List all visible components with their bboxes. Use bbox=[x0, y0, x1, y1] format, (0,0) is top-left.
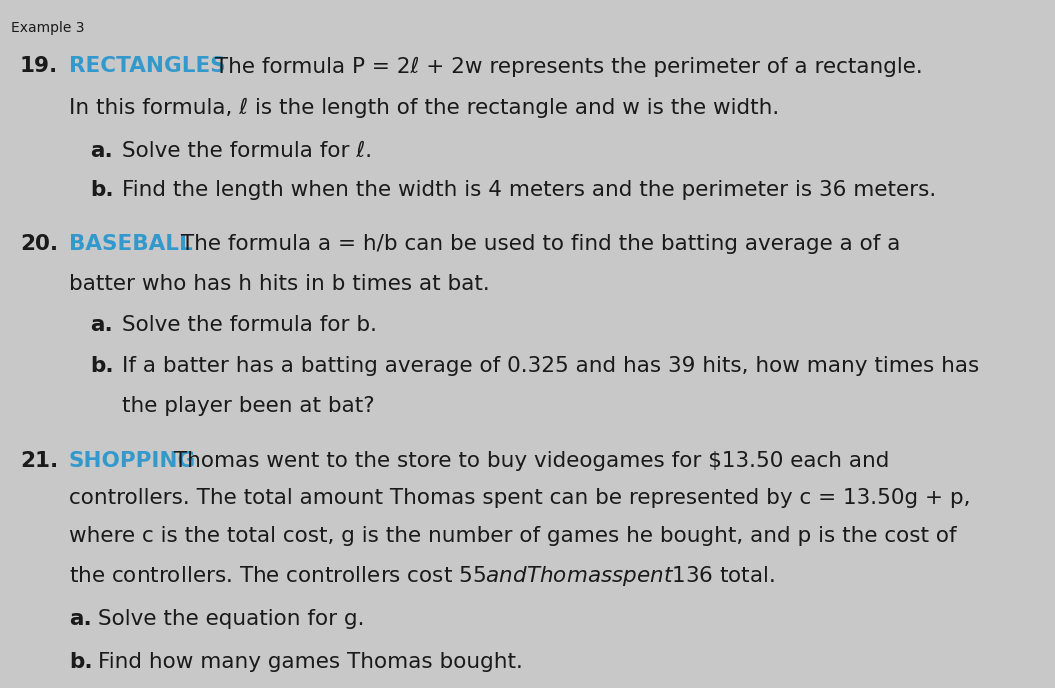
Text: BASEBALL: BASEBALL bbox=[69, 234, 192, 254]
Text: If a batter has a batting average of 0.325 and has 39 hits, how many times has: If a batter has a batting average of 0.3… bbox=[122, 356, 979, 376]
Text: b.: b. bbox=[91, 356, 114, 376]
Text: Find the length when the width is 4 meters and the perimeter is 36 meters.: Find the length when the width is 4 mete… bbox=[122, 180, 937, 200]
Text: b.: b. bbox=[91, 180, 114, 200]
Text: Thomas went to the store to buy videogames for $13.50 each and: Thomas went to the store to buy videogam… bbox=[168, 451, 889, 471]
Text: the player been at bat?: the player been at bat? bbox=[122, 396, 375, 416]
Text: The formula P = 2ℓ + 2w represents the perimeter of a rectangle.: The formula P = 2ℓ + 2w represents the p… bbox=[208, 56, 923, 76]
Text: where c is the total cost, g is the number of games he bought, and p is the cost: where c is the total cost, g is the numb… bbox=[69, 526, 957, 546]
Text: RECTANGLES: RECTANGLES bbox=[69, 56, 226, 76]
Text: The formula a = h/b can be used to find the batting average a of a: The formula a = h/b can be used to find … bbox=[174, 234, 900, 254]
Text: In this formula, ℓ is the length of the rectangle and w is the width.: In this formula, ℓ is the length of the … bbox=[69, 98, 779, 118]
Text: 19.: 19. bbox=[20, 56, 58, 76]
Text: controllers. The total amount Thomas spent can be represented by c = 13.50g + p,: controllers. The total amount Thomas spe… bbox=[69, 488, 971, 508]
Text: Solve the equation for g.: Solve the equation for g. bbox=[98, 609, 364, 629]
Text: the controllers. The controllers cost $55 and Thomas spent $136 total.: the controllers. The controllers cost $5… bbox=[69, 564, 774, 588]
Text: Solve the formula for b.: Solve the formula for b. bbox=[122, 315, 378, 335]
Text: b.: b. bbox=[69, 652, 93, 671]
Text: SHOPPING: SHOPPING bbox=[69, 451, 196, 471]
Text: Find how many games Thomas bought.: Find how many games Thomas bought. bbox=[98, 652, 522, 671]
Text: a.: a. bbox=[91, 141, 113, 161]
Text: a.: a. bbox=[91, 315, 113, 335]
Text: 21.: 21. bbox=[20, 451, 58, 471]
Text: Solve the formula for ℓ.: Solve the formula for ℓ. bbox=[122, 141, 372, 161]
Text: batter who has h hits in b times at bat.: batter who has h hits in b times at bat. bbox=[69, 274, 490, 294]
Text: a.: a. bbox=[69, 609, 92, 629]
Text: 20.: 20. bbox=[20, 234, 58, 254]
Text: Example 3: Example 3 bbox=[11, 21, 84, 34]
